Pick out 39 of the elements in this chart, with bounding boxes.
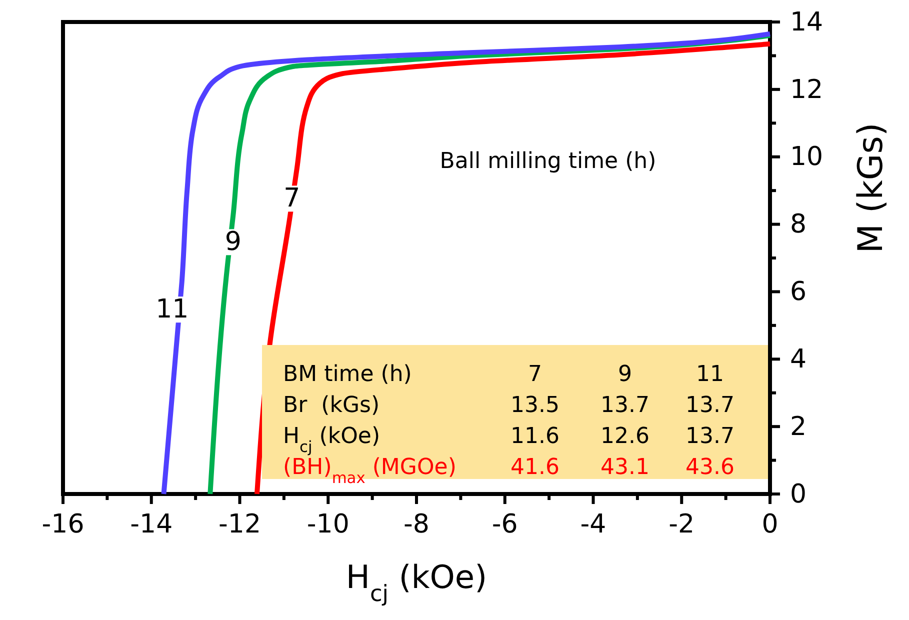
annotation: 11 bbox=[696, 362, 724, 387]
y-tick-label: 2 bbox=[790, 412, 807, 442]
y-tick-label: 8 bbox=[790, 210, 807, 240]
y-tick-label: 0 bbox=[790, 479, 807, 510]
x-tick-label: 0 bbox=[762, 509, 778, 540]
annotation: 9 bbox=[224, 227, 242, 258]
x-tick-label: -2 bbox=[668, 509, 695, 540]
y-tick-label: 4 bbox=[790, 344, 807, 374]
annotation: Br (kGs) bbox=[283, 393, 380, 418]
annotation: BM time (h) bbox=[283, 362, 412, 387]
annotation: (BH)$_{max}$ (MGOe) bbox=[283, 455, 456, 487]
y-tick-label: 14 bbox=[790, 7, 824, 38]
annotation: 43.1 bbox=[600, 455, 650, 480]
x-tick-label: -12 bbox=[218, 509, 261, 540]
y-axis-title: M (kGs) bbox=[851, 122, 891, 254]
x-tick-label: -4 bbox=[580, 509, 606, 540]
x-tick-label: -16 bbox=[42, 509, 84, 540]
annotation: 41.6 bbox=[510, 455, 560, 480]
x-tick-label: -14 bbox=[130, 509, 173, 540]
annotation: 13.5 bbox=[510, 393, 560, 418]
y-tick-label: 6 bbox=[790, 277, 807, 308]
y-tick-label: 10 bbox=[790, 142, 824, 172]
annotation: 7 bbox=[284, 184, 300, 214]
annotation: 13.7 bbox=[686, 424, 734, 449]
annotation: 9 bbox=[618, 362, 632, 387]
annotation: Ball milling time (h) bbox=[440, 149, 656, 174]
annotation: 13.7 bbox=[686, 393, 734, 418]
x-axis-title: H$_{cj}$ (kOe) bbox=[346, 558, 488, 607]
y-tick-label: 12 bbox=[790, 74, 824, 105]
annotation: 11.6 bbox=[510, 424, 560, 449]
annotation: 11 bbox=[156, 294, 189, 325]
x-tick-label: -6 bbox=[492, 509, 518, 540]
x-tick-label: -10 bbox=[306, 509, 350, 540]
x-tick-label: -8 bbox=[404, 509, 430, 540]
annotation: 13.7 bbox=[600, 393, 650, 418]
annotation: 12.6 bbox=[600, 424, 650, 449]
annotation: 7 bbox=[528, 362, 542, 387]
annotation: 43.6 bbox=[686, 455, 734, 480]
annotation: H$_{cj}$ (kOe) bbox=[283, 424, 380, 456]
